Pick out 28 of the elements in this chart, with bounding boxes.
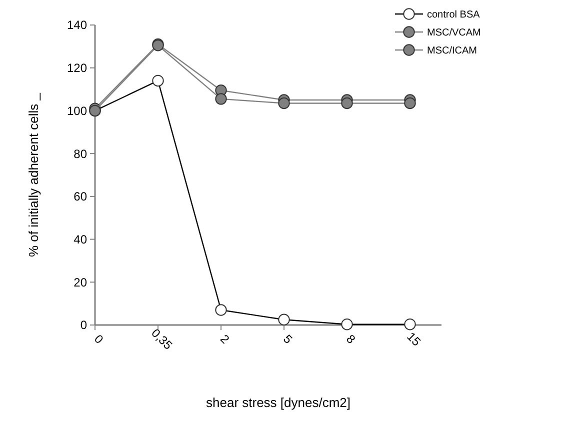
legend-label: MSC/VCAM [427,28,481,38]
legend-label: MSC/ICAM [427,46,477,56]
point [152,74,164,87]
x-tick-label: 0 [92,332,106,347]
y-tick-label: 20 [74,275,88,290]
x-axis-title: shear stress [dynes/cm2] [206,395,350,410]
x-tick-label: 15 [404,329,424,350]
point [341,318,353,330]
x-tick-label: 2 [218,332,232,347]
point [341,97,353,110]
y-tick-label: 40 [74,232,88,246]
x-tick-label: 8 [344,332,358,347]
point [278,314,290,326]
x-tick-label: 0,35 [148,326,176,353]
point [404,97,416,110]
legend-label: control BSA [427,10,480,20]
y-axis-title: % of initially adherent cells _ [26,92,41,258]
point [278,97,290,110]
y-tick-label: 120 [66,61,88,76]
point [404,318,416,330]
x-tick-label: 5 [280,332,296,347]
point [215,304,227,316]
y-tick-label: 80 [74,146,88,161]
y-tick-label: 140 [66,18,88,32]
y-tick-label: 100 [66,104,88,118]
y-tick-label: 0 [80,318,88,332]
y-tick-label: 60 [74,190,88,204]
point [215,93,227,105]
